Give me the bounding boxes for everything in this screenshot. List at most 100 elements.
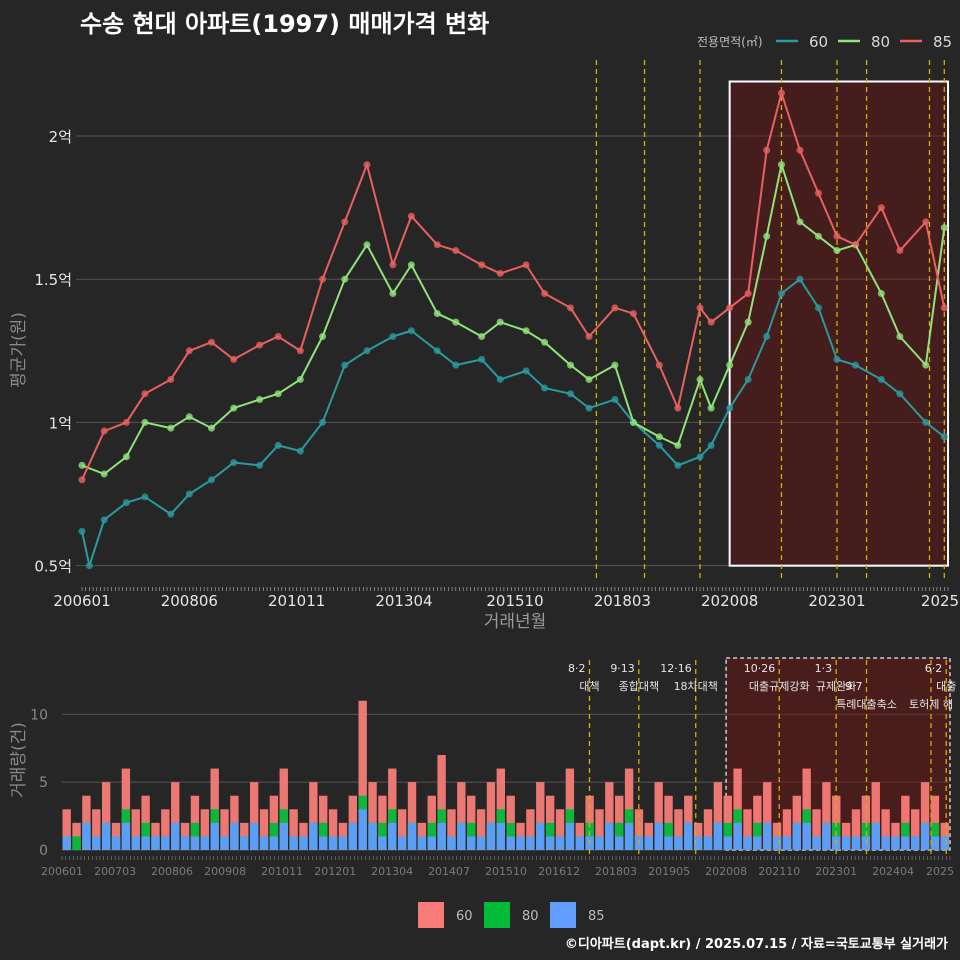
main-legend: 전용면적(㎡) 60 80 85 (697, 33, 952, 51)
volume-bar-85 (476, 836, 486, 850)
volume-bar-85 (772, 836, 782, 850)
volume-bar-60 (595, 809, 604, 850)
volume-bar-85 (615, 836, 624, 850)
volume-bar-85 (249, 822, 259, 850)
annotation-text: 토허제 해 (909, 697, 953, 711)
volume-bar-60 (437, 755, 446, 850)
volume-bar-85 (180, 836, 190, 850)
volume-x-tick-label: 201905 (648, 865, 690, 878)
volume-bar-85 (713, 822, 723, 850)
volume-x-tick-label: 201201 (314, 865, 356, 878)
volume-bar-85 (674, 836, 683, 850)
volume-x-tick-label: 202110 (758, 865, 800, 878)
volume-bar-60 (654, 782, 663, 850)
volume-bar-85 (378, 836, 387, 850)
y-tick-label: 2억 (49, 128, 72, 146)
annotation-date: 12·16 (660, 662, 692, 675)
main-y-axis-label: 평균가(원) (9, 312, 29, 388)
volume-bar-85 (763, 822, 772, 850)
volume-bar-60 (486, 782, 496, 850)
main-grid: 0.5억 1억 1.5억 2억 (34, 128, 948, 576)
main-highlight-box (728, 80, 950, 567)
volume-bar-85 (684, 822, 693, 850)
page-title: 수송 현대 아파트(1997) 매매가격 변화 (80, 10, 490, 38)
volume-bar-85 (782, 836, 792, 850)
volume-bar-85 (940, 836, 949, 850)
volume-y-tick-label: 10 (30, 707, 48, 723)
volume-bar-85 (101, 822, 111, 850)
volume-y-axis-label: 거래량(건) (9, 722, 29, 798)
volume-bar-60 (397, 809, 407, 850)
volume-bar-60 (674, 809, 683, 850)
x-tick-label: 201304 (375, 592, 432, 610)
volume-bar-85 (437, 822, 446, 850)
volume-bar-85 (210, 822, 219, 850)
annotation-date: 8·2 (568, 662, 586, 675)
volume-bar-60 (309, 782, 318, 850)
volume-bar-60 (911, 809, 920, 850)
volume-bar-85 (506, 836, 515, 850)
volume-bar-85 (151, 836, 160, 850)
volume-bar-85 (141, 836, 150, 850)
bottom-legend-swatch-60 (418, 902, 444, 928)
volume-x-tick-label: 200908 (204, 865, 246, 878)
volume-bar-85 (388, 822, 397, 850)
volume-bar-85 (851, 836, 861, 850)
volume-bar-60 (161, 809, 170, 850)
legend-label-80: 80 (871, 33, 890, 51)
series-line-60 (81, 278, 945, 567)
volume-bar-60 (851, 809, 861, 850)
volume-bar-85 (299, 836, 308, 850)
volume-bar-60 (920, 782, 930, 850)
volume-bar-60 (131, 809, 140, 850)
volume-bar-85 (644, 836, 653, 850)
volume-bar-60 (881, 809, 890, 850)
x-tick-label: 201803 (594, 592, 651, 610)
legend-label-85: 85 (933, 33, 952, 51)
volume-bar-85 (802, 822, 811, 850)
volume-bar-85 (496, 822, 505, 850)
bottom-legend-label-80: 80 (522, 909, 539, 924)
volume-bar-85 (733, 822, 742, 850)
volume-bar-85 (723, 836, 732, 850)
volume-bar-85 (338, 836, 348, 850)
volume-axes: 200601 200703 200806 200908 201011 201201 2013… (41, 856, 954, 878)
main-axes: 200601 200806 201011 201304 201510 201803 2020… (53, 587, 959, 610)
volume-bar-60 (782, 809, 792, 850)
volume-bar-85 (457, 822, 466, 850)
volume-x-tick-label: 201407 (428, 865, 470, 878)
annotation-text: 대출규제강화 (749, 680, 810, 693)
volume-bar-85 (792, 822, 801, 850)
volume-bar-60 (476, 809, 486, 850)
volume-x-tick-label: 200806 (151, 865, 193, 878)
annotation-date: 6·2 (925, 662, 943, 675)
volume-bar-85 (743, 836, 752, 850)
volume-bar-85 (407, 822, 417, 850)
volume-bar-85 (545, 836, 555, 850)
annotation-text: 대책 (579, 680, 599, 693)
volume-bar-60 (743, 809, 752, 850)
y-tick-label: 1억 (49, 414, 72, 432)
annotation-date: 9·7 (845, 680, 863, 693)
annotation-text: 대출 (936, 680, 956, 693)
volume-bar-60 (822, 782, 831, 850)
volume-bar-85 (624, 822, 634, 850)
volume-bar-85 (536, 822, 545, 850)
series-line-80 (81, 163, 946, 475)
x-tick-label: 201011 (268, 592, 325, 610)
volume-x-tick-label: 201803 (595, 865, 637, 878)
annotation-date: 10·26 (744, 662, 776, 675)
bottom-legend: 60 80 85 (418, 902, 605, 928)
volume-bar-85 (82, 822, 91, 850)
x-tick-label: 200601 (53, 592, 110, 610)
y-tick-label: 1.5억 (34, 271, 72, 289)
annotation-date: 1·3 (815, 662, 833, 675)
volume-y-tick-label: 0 (39, 843, 48, 859)
annotation-date: 9·13 (610, 662, 635, 675)
volume-bar-60 (328, 809, 338, 850)
volume-bar-85 (348, 822, 357, 850)
volume-bar-85 (309, 822, 318, 850)
volume-bar-60 (249, 782, 259, 850)
main-series-lines (81, 91, 946, 567)
